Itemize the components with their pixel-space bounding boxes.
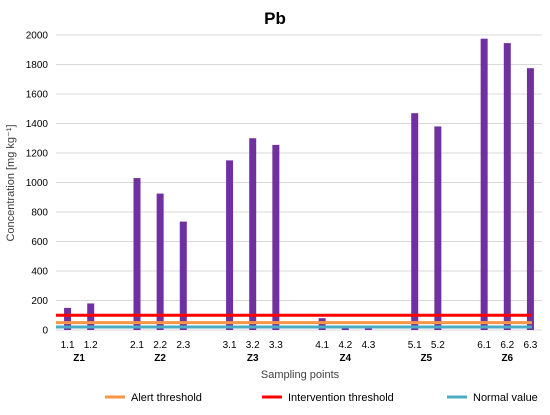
legend-label: Normal value: [473, 392, 538, 404]
y-tick-label: 1200: [26, 149, 49, 160]
y-tick-label: 800: [31, 208, 48, 219]
x-tick-label: 2.2: [153, 340, 167, 351]
x-tick-label: 3.3: [269, 340, 283, 351]
x-tick-label: 5.1: [408, 340, 422, 351]
x-axis-label: Sampling points: [261, 369, 340, 381]
bar: [411, 113, 419, 330]
group-label: Z3: [247, 353, 259, 364]
y-tick-label: 600: [31, 237, 48, 248]
x-tick-label: 3.1: [223, 340, 237, 351]
x-tick-label: 1.2: [84, 340, 98, 351]
bar: [503, 43, 511, 331]
bar: [179, 221, 187, 330]
group-label: Z2: [154, 353, 166, 364]
x-tick-label: 5.2: [431, 340, 445, 351]
x-tick-label: 6.1: [477, 340, 491, 351]
group-label: Z5: [420, 353, 432, 364]
legend: Alert threshold Intervention threshold Nor…: [105, 392, 538, 404]
bar: [133, 178, 141, 330]
y-tick-label: 200: [31, 296, 48, 307]
bar: [64, 307, 72, 330]
y-tick-label: 2000: [26, 31, 49, 42]
threshold-lines: [56, 313, 532, 329]
bars: [64, 38, 534, 331]
chart-title: Pb: [264, 9, 286, 28]
x-tick-label: 6.3: [523, 340, 537, 351]
x-tick-label: 6.2: [500, 340, 514, 351]
y-tick-label: 1800: [26, 60, 49, 71]
x-tick-label: 2.1: [130, 340, 144, 351]
y-axis-ticks: 0 200 400 600 800 1000 1200 1400 1600 1800 2000: [26, 31, 49, 337]
y-tick-label: 1000: [26, 178, 49, 189]
group-labels: Z1 Z2 Z3 Z4 Z5 Z6: [73, 353, 513, 364]
bar: [226, 160, 234, 330]
y-tick-label: 400: [31, 267, 48, 278]
y-tick-label: 1600: [26, 90, 49, 101]
x-tick-label: 4.2: [338, 340, 352, 351]
x-tick-label: 4.1: [315, 340, 329, 351]
group-label: Z4: [339, 353, 351, 364]
bar: [341, 327, 349, 330]
group-label: Z6: [501, 353, 513, 364]
bar: [272, 144, 280, 330]
x-tick-label: 4.3: [361, 340, 375, 351]
bar: [480, 38, 488, 330]
y-axis-label: Concentration [mg kg⁻¹]: [5, 124, 17, 241]
bar: [364, 328, 372, 330]
x-tick-label: 1.1: [61, 340, 75, 351]
y-tick-label: 1400: [26, 119, 49, 130]
group-label: Z1: [73, 353, 85, 364]
bar: [526, 68, 534, 330]
bar: [249, 138, 257, 330]
legend-label: Intervention threshold: [288, 392, 394, 404]
x-tick-label: 3.2: [246, 340, 260, 351]
bar: [434, 126, 442, 330]
legend-label: Alert threshold: [131, 392, 202, 404]
y-tick-label: 0: [42, 326, 48, 337]
bar: [156, 193, 164, 330]
gridlines: [56, 34, 542, 331]
x-tick-label: 2.3: [176, 340, 190, 351]
x-axis-ticks: 1.1 1.2 2.1 2.2 2.3 3.1 3.2 3.3 4.1 4.2 4.3 5.1 5.2 6…: [61, 340, 538, 351]
